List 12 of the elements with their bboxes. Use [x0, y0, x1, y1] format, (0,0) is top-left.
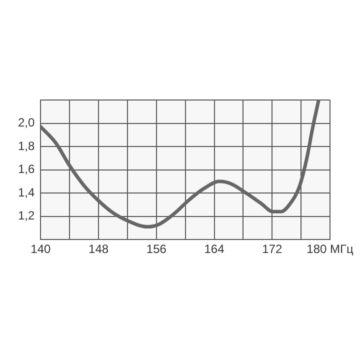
y-tick-label: 1,2: [18, 208, 35, 223]
y-tick-label: 1,8: [18, 138, 35, 153]
x-tick-label: 148: [88, 242, 109, 256]
y-tick-label: 1,4: [18, 185, 35, 200]
x-tick-label: 140: [30, 242, 52, 256]
x-tick-label: 164: [204, 242, 225, 256]
y-tick-label: 1,6: [18, 162, 35, 176]
line-series: [40, 100, 320, 229]
y-tick-label: 2,0: [18, 116, 35, 130]
x-tick-label: 172: [262, 242, 282, 256]
x-tick-label: 156: [146, 242, 167, 256]
x-tick-label: 180 МГц: [306, 242, 354, 256]
